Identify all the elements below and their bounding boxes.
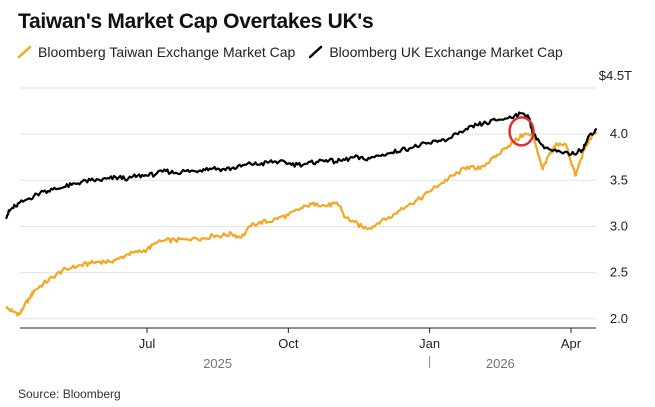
legend: Bloomberg Taiwan Exchange Market Cap Blo… xyxy=(18,44,577,60)
legend-swatch-uk-icon xyxy=(309,45,323,59)
legend-label-taiwan: Bloomberg Taiwan Exchange Market Cap xyxy=(38,44,296,60)
legend-label-uk: Bloomberg UK Exchange Market Cap xyxy=(329,44,563,60)
y-tick-label-0: 2.0 xyxy=(610,311,628,326)
highlight-circle xyxy=(508,116,535,147)
source-note: Source: Bloomberg xyxy=(18,387,121,401)
grid-lines xyxy=(20,87,596,320)
series-line-1 xyxy=(4,111,598,220)
year-label-1: 2026 xyxy=(486,356,515,371)
x-tick-label-2: Jan xyxy=(419,336,440,351)
annotations xyxy=(508,116,535,147)
x-tick-label-1: Oct xyxy=(278,336,299,351)
y-tick-label-1: 2.5 xyxy=(610,265,628,280)
series-line-0 xyxy=(5,131,598,317)
x-axis: Jul Oct Jan Apr 2025 2026 xyxy=(20,327,596,371)
legend-swatch-taiwan-icon xyxy=(18,45,32,59)
x-tick-label-0: Jul xyxy=(139,336,156,351)
x-tick-label-3: Apr xyxy=(561,336,582,351)
y-tick-label-3: 3.5 xyxy=(610,172,628,187)
unit-label: $4.5T xyxy=(599,68,632,83)
series-lines xyxy=(4,111,598,317)
legend-item-uk: Bloomberg UK Exchange Market Cap xyxy=(309,44,563,60)
chart-title: Taiwan's Market Cap Overtakes UK's xyxy=(18,10,374,33)
y-tick-label-4: 4.0 xyxy=(610,126,628,141)
year-label-0: 2025 xyxy=(203,356,232,371)
legend-item-taiwan: Bloomberg Taiwan Exchange Market Cap xyxy=(18,44,295,60)
y-tick-label-2: 3.0 xyxy=(610,218,628,233)
y-tick-labels: $4.5T 2.0 2.5 3.0 3.5 4.0 xyxy=(599,68,632,326)
